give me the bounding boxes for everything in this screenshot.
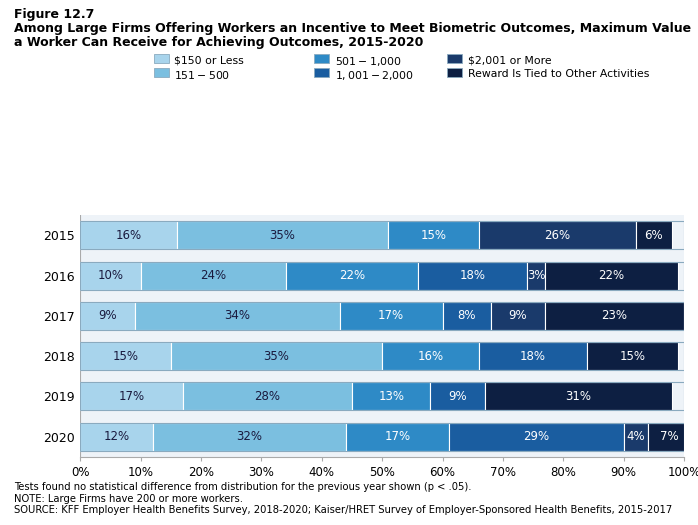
- Text: 9%: 9%: [448, 390, 467, 403]
- Bar: [479, 222, 636, 249]
- Text: 17%: 17%: [378, 309, 404, 322]
- Text: 31%: 31%: [565, 390, 591, 403]
- Bar: [545, 261, 678, 290]
- Bar: [80, 261, 684, 290]
- Text: 7%: 7%: [660, 430, 678, 443]
- Text: 17%: 17%: [119, 390, 144, 403]
- Bar: [80, 382, 684, 411]
- Bar: [135, 302, 340, 330]
- Bar: [491, 302, 545, 330]
- Bar: [80, 342, 684, 370]
- Text: 23%: 23%: [602, 309, 628, 322]
- Bar: [80, 261, 141, 290]
- Text: 28%: 28%: [255, 390, 281, 403]
- Bar: [388, 222, 479, 249]
- Text: 9%: 9%: [509, 309, 527, 322]
- Text: 34%: 34%: [224, 309, 251, 322]
- Text: 24%: 24%: [200, 269, 226, 282]
- Text: 26%: 26%: [544, 229, 570, 242]
- Text: 6%: 6%: [644, 229, 663, 242]
- Bar: [80, 222, 177, 249]
- Bar: [443, 302, 491, 330]
- Text: $1,001 - $2,000: $1,001 - $2,000: [335, 69, 414, 82]
- Text: Among Large Firms Offering Workers an Incentive to Meet Biometric Outcomes, Maxi: Among Large Firms Offering Workers an In…: [14, 22, 691, 35]
- Text: $150 or Less: $150 or Less: [174, 55, 244, 65]
- Text: 16%: 16%: [115, 229, 142, 242]
- Text: 17%: 17%: [384, 430, 410, 443]
- Bar: [648, 423, 690, 450]
- Bar: [588, 342, 678, 370]
- Text: $501 - $1,000: $501 - $1,000: [335, 55, 401, 68]
- Text: 13%: 13%: [378, 390, 404, 403]
- Bar: [80, 342, 171, 370]
- Text: 18%: 18%: [520, 350, 546, 363]
- Bar: [141, 261, 285, 290]
- Text: 16%: 16%: [417, 350, 443, 363]
- Text: 9%: 9%: [98, 309, 117, 322]
- Bar: [418, 261, 527, 290]
- Text: 32%: 32%: [237, 430, 262, 443]
- Text: 8%: 8%: [457, 309, 476, 322]
- Text: 4%: 4%: [626, 430, 645, 443]
- Text: 10%: 10%: [98, 269, 124, 282]
- Text: 15%: 15%: [620, 350, 646, 363]
- Bar: [636, 222, 672, 249]
- Text: 29%: 29%: [523, 430, 549, 443]
- Text: 15%: 15%: [112, 350, 138, 363]
- Text: Tests found no statistical difference from distribution for the previous year sh: Tests found no statistical difference fr…: [14, 482, 471, 492]
- Bar: [479, 342, 588, 370]
- Text: 35%: 35%: [264, 350, 290, 363]
- Bar: [431, 382, 485, 411]
- Text: 12%: 12%: [103, 430, 130, 443]
- Bar: [449, 423, 624, 450]
- Text: 22%: 22%: [598, 269, 625, 282]
- Bar: [80, 222, 684, 249]
- Text: $2,001 or More: $2,001 or More: [468, 55, 551, 65]
- Text: 15%: 15%: [420, 229, 447, 242]
- Bar: [624, 423, 648, 450]
- Bar: [285, 261, 418, 290]
- Bar: [485, 382, 672, 411]
- Bar: [171, 342, 383, 370]
- Bar: [80, 302, 684, 330]
- Text: SOURCE: KFF Employer Health Benefits Survey, 2018-2020; Kaiser/HRET Survey of Em: SOURCE: KFF Employer Health Benefits Sur…: [14, 505, 672, 515]
- Bar: [80, 382, 183, 411]
- Bar: [340, 302, 443, 330]
- Text: $151 - $500: $151 - $500: [174, 69, 231, 81]
- Bar: [80, 302, 135, 330]
- Text: Figure 12.7: Figure 12.7: [14, 8, 94, 21]
- Bar: [183, 382, 352, 411]
- Bar: [346, 423, 449, 450]
- Text: Reward Is Tied to Other Activities: Reward Is Tied to Other Activities: [468, 69, 649, 79]
- Text: 18%: 18%: [460, 269, 486, 282]
- Bar: [352, 382, 431, 411]
- Text: 3%: 3%: [527, 269, 545, 282]
- Bar: [383, 342, 479, 370]
- Bar: [527, 261, 545, 290]
- Text: 22%: 22%: [339, 269, 365, 282]
- Text: NOTE: Large Firms have 200 or more workers.: NOTE: Large Firms have 200 or more worke…: [14, 494, 243, 503]
- Bar: [545, 302, 684, 330]
- Bar: [80, 423, 684, 450]
- Text: 35%: 35%: [269, 229, 295, 242]
- Bar: [80, 423, 153, 450]
- Bar: [177, 222, 388, 249]
- Bar: [153, 423, 346, 450]
- Text: a Worker Can Receive for Achieving Outcomes, 2015-2020: a Worker Can Receive for Achieving Outco…: [14, 36, 423, 49]
